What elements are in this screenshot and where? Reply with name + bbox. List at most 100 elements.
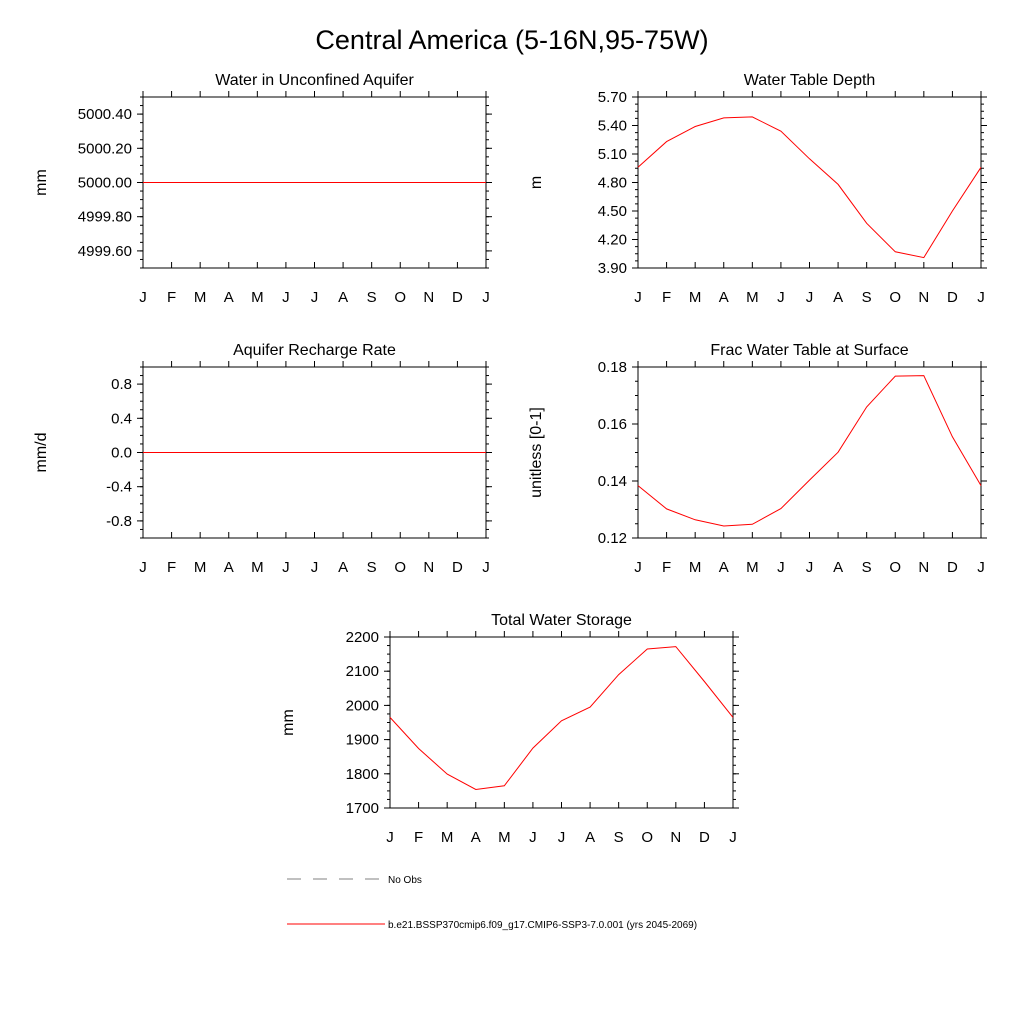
x-tick-label: M <box>441 829 454 846</box>
x-tick-label: S <box>614 829 624 846</box>
x-tick-label: J <box>977 559 985 576</box>
y-tick-label: 0.16 <box>598 416 627 433</box>
x-tick-label: O <box>889 289 901 306</box>
chart-title: Total Water Storage <box>491 612 632 629</box>
x-tick-label: M <box>689 559 702 576</box>
y-tick-label: 4999.80 <box>78 209 132 226</box>
x-tick-label: J <box>729 829 737 846</box>
y-tick-label: -0.8 <box>106 513 132 530</box>
y-tick-label: 5.10 <box>598 146 627 163</box>
x-tick-label: N <box>670 829 681 846</box>
x-tick-label: J <box>139 289 147 306</box>
x-tick-label: A <box>224 289 234 306</box>
x-tick-label: S <box>367 559 377 576</box>
y-tick-label: 5000.40 <box>78 106 132 123</box>
x-tick-label: S <box>367 289 377 306</box>
x-tick-label: D <box>699 829 710 846</box>
x-tick-label: M <box>746 289 759 306</box>
y-tick-label: 0.18 <box>598 359 627 376</box>
plot-frame <box>637 96 982 269</box>
series-line <box>389 646 734 791</box>
x-tick-label: O <box>889 559 901 576</box>
x-tick-label: J <box>634 559 642 576</box>
x-tick-label: J <box>482 559 490 576</box>
x-tick-label: S <box>862 559 872 576</box>
y-tick-label: 0.14 <box>598 473 627 490</box>
x-tick-label: J <box>311 289 319 306</box>
y-tick-label: 2100 <box>346 663 379 680</box>
y-tick-label: 1900 <box>346 732 379 749</box>
x-tick-label: S <box>862 289 872 306</box>
plot-frame <box>389 636 734 809</box>
y-tick-label: 1700 <box>346 800 379 817</box>
plot-frame <box>637 366 982 539</box>
legend: No Obs b.e21.BSSP370cmip6.f09_g17.CMIP6-… <box>287 875 697 931</box>
x-tick-label: A <box>585 829 595 846</box>
y-tick-label: 0.4 <box>111 410 132 427</box>
x-tick-label: J <box>282 289 290 306</box>
x-tick-label: A <box>833 289 843 306</box>
y-tick-label: 5.70 <box>598 89 627 106</box>
y-axis-label: mm <box>33 169 50 196</box>
chart-title: Water Table Depth <box>744 72 876 89</box>
x-tick-label: A <box>719 289 729 306</box>
chart-title: Aquifer Recharge Rate <box>233 342 396 359</box>
x-tick-label: A <box>833 559 843 576</box>
legend-obs-label: No Obs <box>388 875 422 886</box>
x-tick-label: N <box>918 559 929 576</box>
x-tick-label: M <box>689 289 702 306</box>
x-tick-label: J <box>139 559 147 576</box>
x-tick-label: J <box>634 289 642 306</box>
x-tick-label: O <box>394 289 406 306</box>
y-tick-label: 3.90 <box>598 260 627 277</box>
x-tick-label: J <box>282 559 290 576</box>
y-tick-label: 5000.00 <box>78 175 132 192</box>
x-tick-label: M <box>194 559 207 576</box>
y-tick-label: 1800 <box>346 766 379 783</box>
x-tick-label: F <box>662 559 671 576</box>
x-tick-label: M <box>498 829 511 846</box>
chart-title: Frac Water Table at Surface <box>710 342 908 359</box>
x-tick-label: N <box>918 289 929 306</box>
y-tick-label: 2000 <box>346 697 379 714</box>
y-tick-label: 0.12 <box>598 530 627 547</box>
x-tick-label: A <box>719 559 729 576</box>
x-tick-label: J <box>806 559 814 576</box>
x-tick-label: D <box>947 559 958 576</box>
x-tick-label: F <box>414 829 423 846</box>
x-tick-label: J <box>977 289 985 306</box>
x-tick-label: D <box>947 289 958 306</box>
x-tick-label: M <box>746 559 759 576</box>
y-axis-label: mm/d <box>33 433 50 473</box>
x-tick-label: A <box>338 289 348 306</box>
x-tick-label: N <box>423 559 434 576</box>
x-tick-label: J <box>558 829 566 846</box>
x-tick-label: J <box>529 829 537 846</box>
x-tick-label: F <box>167 289 176 306</box>
page-title: Central America (5-16N,95-75W) <box>315 25 708 55</box>
y-tick-label: 4.20 <box>598 232 627 249</box>
x-tick-label: J <box>386 829 394 846</box>
chart-panel-4: Frac Water Table at Surface unitless [0-1… <box>528 342 987 576</box>
y-tick-label: -0.4 <box>106 479 132 496</box>
series-line <box>637 116 982 259</box>
y-axis-label: mm <box>280 709 297 736</box>
x-tick-label: N <box>423 289 434 306</box>
chart-title: Water in Unconfined Aquifer <box>215 72 414 89</box>
x-tick-label: O <box>641 829 653 846</box>
y-tick-label: 2200 <box>346 629 379 646</box>
y-tick-label: 0.8 <box>111 376 132 393</box>
x-tick-label: J <box>311 559 319 576</box>
y-tick-label: 0.0 <box>111 445 132 462</box>
x-tick-label: D <box>452 559 463 576</box>
x-tick-label: J <box>777 289 785 306</box>
x-tick-label: M <box>194 289 207 306</box>
x-tick-label: O <box>394 559 406 576</box>
legend-model-label: b.e21.BSSP370cmip6.f09_g17.CMIP6-SSP3-7.… <box>388 920 697 931</box>
